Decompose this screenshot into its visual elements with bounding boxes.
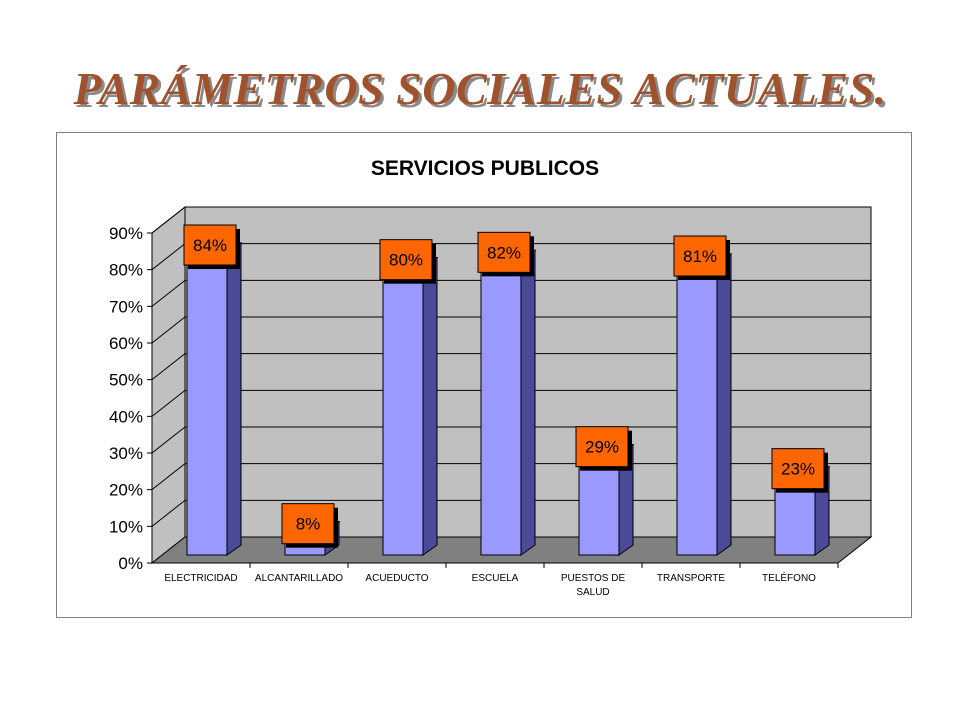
data-label-text: 84% [193, 236, 227, 255]
data-label-3: 80% [379, 239, 436, 284]
y-tick-label: 80% [109, 261, 143, 280]
data-label-text: 82% [487, 243, 521, 262]
data-label-box [771, 448, 825, 490]
bar-front [186, 252, 228, 556]
data-label-text: 29% [585, 438, 619, 457]
data-label-text: 23% [781, 460, 815, 479]
y-tick-label: 30% [109, 444, 143, 463]
bar-side [422, 256, 438, 556]
x-tick-label: ACUEDUCTO [365, 573, 428, 584]
data-label-box [281, 503, 335, 545]
y-tick-label: 20% [109, 481, 143, 500]
data-label-box [183, 224, 237, 266]
gridline-side [151, 206, 186, 234]
bar-side [716, 253, 732, 556]
y-tick-label: 50% [109, 371, 143, 390]
gridline-side [151, 426, 186, 454]
bar-3 [381, 256, 439, 556]
x-tick-label: ELECTRICIDAD [164, 573, 237, 584]
bar-side [226, 242, 242, 556]
x-tick-label: TELÉFONO [762, 571, 816, 584]
gridline-side [151, 316, 186, 344]
gridline-side [151, 389, 186, 417]
bar-side [520, 249, 536, 556]
bar-front [578, 454, 620, 556]
data-label-box [477, 231, 531, 273]
y-tick-label: 60% [109, 334, 143, 353]
y-tick-label: 90% [109, 224, 143, 243]
data-label-text: 8% [296, 515, 321, 534]
bar-4 [479, 249, 537, 556]
data-label-box [673, 235, 727, 277]
data-label-text: 81% [683, 247, 717, 266]
gridline-side [151, 279, 186, 307]
data-label-box [575, 426, 629, 468]
slide-title: PARÁMETROS SOCIALES ACTUALES. [73, 63, 887, 114]
bar-front [676, 263, 718, 556]
chart-side-wall [151, 205, 186, 565]
y-tick-label: 10% [109, 517, 143, 536]
gridline-side [151, 463, 186, 491]
data-label-1: 84% [183, 224, 240, 269]
gridline-side [151, 499, 186, 527]
bar-6 [675, 253, 733, 556]
x-tick-label: TRANSPORTE [657, 573, 725, 584]
x-tick-label: PUESTOS DE [561, 573, 626, 584]
gridline-side [151, 243, 186, 271]
y-tick-label: 70% [109, 297, 143, 316]
x-tick-label: SALUD [576, 587, 609, 598]
data-label-5: 29% [575, 426, 632, 471]
bar-front [480, 259, 522, 556]
x-tick-label: ESCUELA [472, 573, 519, 584]
y-tick-label: 0% [118, 554, 143, 573]
x-tick-label: ALCANTARILLADO [255, 573, 343, 584]
data-label-2: 8% [281, 503, 338, 548]
data-label-text: 80% [389, 251, 423, 270]
bar-1 [185, 242, 243, 556]
data-label-box [379, 239, 433, 281]
data-label-6: 81% [673, 235, 730, 280]
y-tick-label: 40% [109, 407, 143, 426]
bar-front [382, 267, 424, 556]
data-label-4: 82% [477, 231, 534, 277]
data-label-7: 23% [771, 448, 828, 493]
chart-title: SERVICIOS PUBLICOS [371, 157, 599, 180]
gridline-side [151, 353, 186, 381]
